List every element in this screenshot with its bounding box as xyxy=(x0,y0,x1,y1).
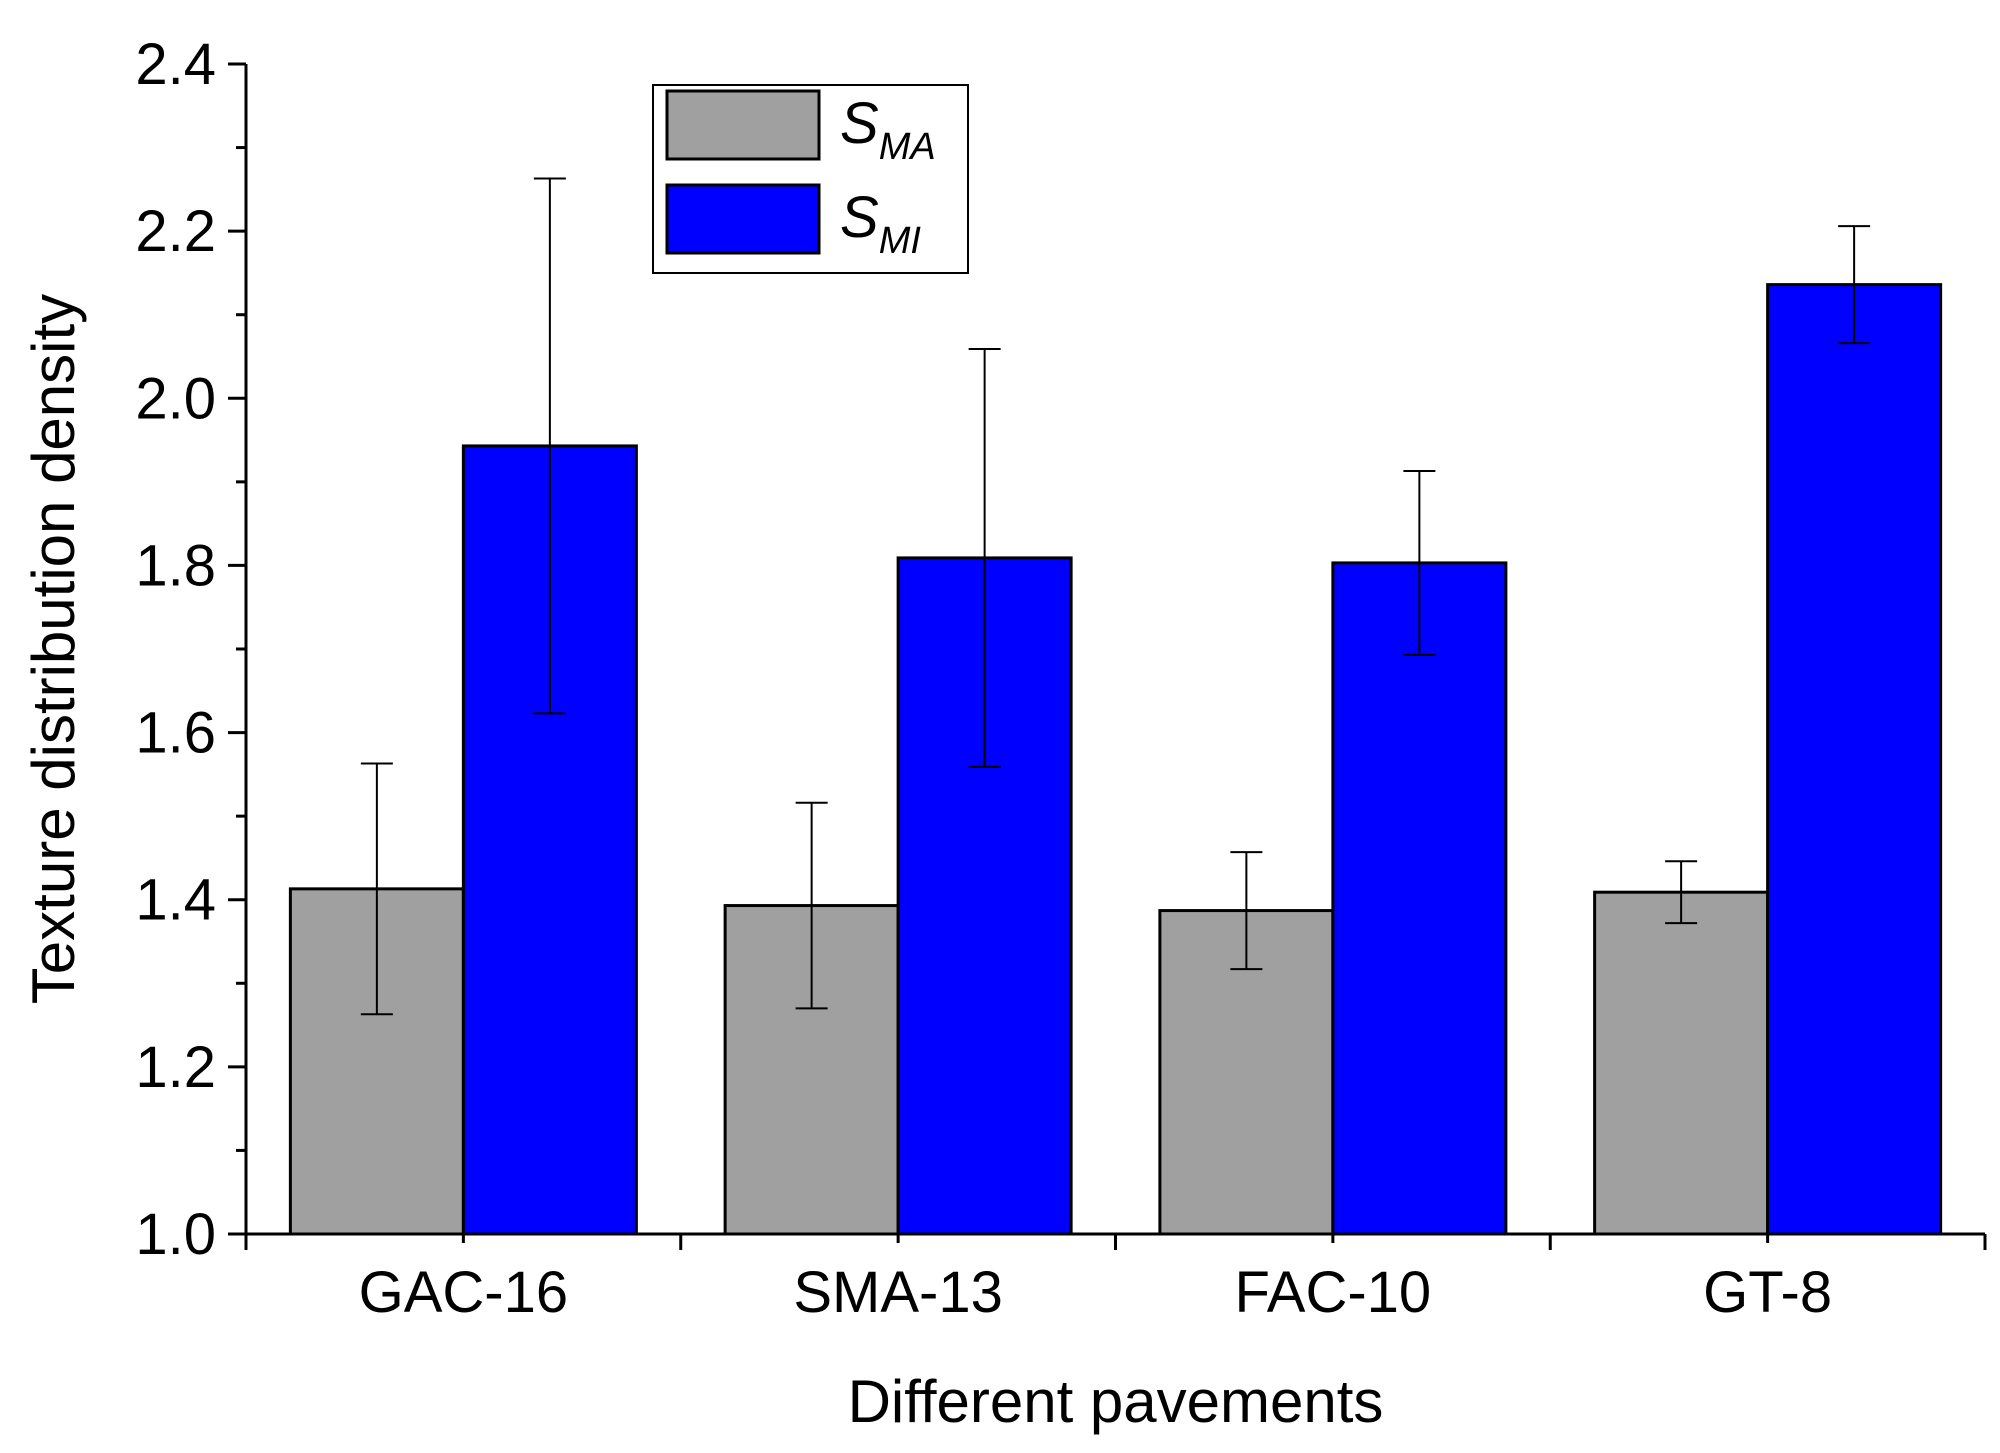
x-axis-title: Different pavements xyxy=(848,1368,1384,1435)
error-bar-sma-13-s-ma xyxy=(795,801,828,1010)
bars-layer xyxy=(288,283,1943,1236)
y-tick-label-1-4: 1.4 xyxy=(135,868,216,933)
error-bar-fac-10-s-mi xyxy=(1403,469,1436,656)
y-tick-label-2-2: 2.2 xyxy=(135,199,216,264)
error-bar-sma-13-s-mi xyxy=(968,347,1001,768)
error-bar-gt-8-s-mi xyxy=(1838,225,1871,345)
error-bar-fac-10-s-ma xyxy=(1230,851,1263,971)
legend-label-s-mi-sub: MI xyxy=(879,220,922,262)
error-bar-gt-8-s-ma xyxy=(1665,860,1698,925)
y-tick-label-2-0: 2.0 xyxy=(135,366,216,431)
error-bars-layer xyxy=(360,177,1871,1016)
x-tick-label-gt-8: GT-8 xyxy=(1703,1260,1832,1325)
x-tick-label-sma-13: SMA-13 xyxy=(793,1260,1003,1325)
legend-swatch-s-ma xyxy=(665,89,821,161)
x-tick-label-fac-10: FAC-10 xyxy=(1235,1260,1432,1325)
legend-swatch-s-mi xyxy=(665,183,821,255)
legend-label-s-ma-main: S xyxy=(840,91,879,156)
ticks-layer: GAC-16 SMA-13 FAC-10 GT-8 1.0 1.2 1.4 1.6 1.8 2.0… xyxy=(135,32,1987,1325)
bar-gt-8-s-mi xyxy=(1766,283,1943,1236)
bar-fac-10-s-mi xyxy=(1331,561,1508,1236)
legend-label-s-mi-main: S xyxy=(840,185,879,250)
error-bar-gac-16-s-ma xyxy=(360,762,393,1016)
y-tick-label-2-4: 2.4 xyxy=(135,32,216,97)
y-tick-label-1-2: 1.2 xyxy=(135,1035,216,1100)
legend-label-s-ma: SMA xyxy=(840,91,936,168)
y-tick-label-1-0: 1.0 xyxy=(135,1202,216,1267)
y-tick-label-1-6: 1.6 xyxy=(135,701,216,766)
x-tick-label-gac-16: GAC-16 xyxy=(359,1260,569,1325)
legend-label-s-mi: SMI xyxy=(840,185,921,262)
y-axis-title: Texture distribution density xyxy=(20,294,87,1004)
legend: SMA SMI xyxy=(652,84,969,274)
y-tick-label-1-8: 1.8 xyxy=(135,533,216,598)
bar-gt-8-s-ma xyxy=(1593,890,1770,1236)
legend-label-s-ma-sub: MA xyxy=(879,126,936,168)
error-bar-gac-16-s-mi xyxy=(533,177,566,715)
